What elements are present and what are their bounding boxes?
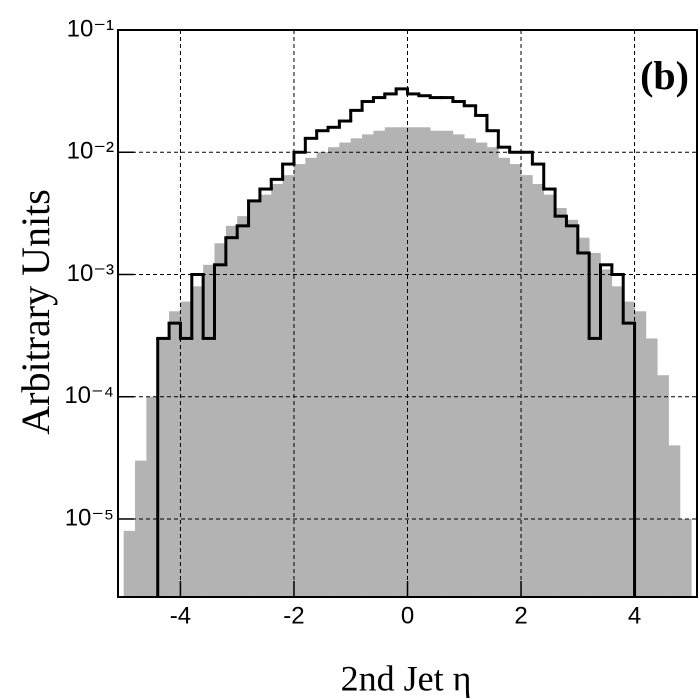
histogram-bar bbox=[611, 286, 624, 597]
histogram-bar bbox=[169, 311, 181, 597]
histogram-bar bbox=[316, 152, 329, 598]
x-tick-label: 4 bbox=[628, 602, 641, 629]
histogram-bar bbox=[464, 138, 476, 597]
histogram-bar bbox=[475, 142, 488, 597]
histogram-bar bbox=[157, 338, 170, 597]
x-tick-label: 0 bbox=[401, 602, 414, 629]
histogram-bar bbox=[452, 134, 465, 597]
histogram-bar bbox=[441, 130, 454, 598]
histogram-bar bbox=[577, 237, 590, 597]
x-tick-label: -2 bbox=[283, 602, 304, 629]
y-tick-label: 10⁻⁵ bbox=[65, 504, 114, 531]
histogram-bar bbox=[373, 130, 386, 598]
x-tick-label: -4 bbox=[170, 602, 191, 629]
histogram-bar bbox=[407, 127, 420, 598]
histogram-bar bbox=[543, 194, 556, 597]
histogram-bar bbox=[384, 127, 397, 598]
y-tick-label: 10⁻¹ bbox=[67, 15, 114, 42]
histogram-bar bbox=[293, 164, 306, 597]
histogram-bar bbox=[657, 375, 669, 597]
histogram-bar bbox=[396, 127, 408, 598]
plot-frame bbox=[117, 29, 698, 598]
histogram-bar bbox=[339, 142, 352, 597]
histogram-bar bbox=[328, 147, 340, 598]
histogram-bar bbox=[146, 396, 159, 597]
histogram-bar bbox=[248, 200, 261, 597]
histogram-bar bbox=[509, 164, 522, 597]
histogram-bar bbox=[305, 157, 317, 597]
histogram-bar bbox=[430, 130, 442, 598]
histogram-bar bbox=[623, 301, 635, 597]
histogram-bar bbox=[532, 183, 545, 597]
histogram-bar bbox=[350, 138, 363, 597]
histogram-bar bbox=[668, 445, 681, 597]
histogram-bar bbox=[237, 216, 249, 597]
histogram-bar bbox=[679, 518, 692, 597]
histogram-bar bbox=[589, 252, 601, 597]
histogram-bar bbox=[600, 269, 613, 597]
histogram-bar bbox=[486, 147, 499, 598]
histogram-bar bbox=[645, 338, 658, 597]
annotation: (b) bbox=[640, 53, 689, 98]
histogram-bar bbox=[259, 194, 272, 597]
histogram-bar bbox=[634, 311, 647, 597]
x-axis-label: 2nd Jet η bbox=[341, 658, 472, 698]
histogram-bar bbox=[282, 175, 295, 597]
y-tick-label: 10⁻⁴ bbox=[64, 382, 114, 409]
histogram-bar bbox=[498, 157, 510, 597]
histogram-bar bbox=[521, 175, 533, 597]
y-tick-label: 10⁻³ bbox=[67, 260, 114, 287]
histogram-bar bbox=[362, 134, 374, 597]
x-tick-label: 2 bbox=[514, 602, 527, 629]
histogram-bar bbox=[418, 127, 431, 598]
y-tick-label: 10⁻² bbox=[67, 138, 114, 165]
histogram-bar bbox=[271, 183, 283, 597]
histogram-bar bbox=[180, 301, 193, 597]
histogram-bar bbox=[203, 264, 215, 597]
histogram-bar bbox=[214, 243, 227, 598]
histogram-bar bbox=[555, 207, 567, 598]
histogram-bar bbox=[566, 219, 579, 597]
histogram-bar bbox=[123, 530, 136, 597]
histogram-bar bbox=[191, 286, 204, 597]
y-axis-label: Arbitrary Units bbox=[13, 189, 58, 435]
histogram-bar bbox=[135, 460, 147, 597]
histogram-bar bbox=[225, 225, 238, 597]
